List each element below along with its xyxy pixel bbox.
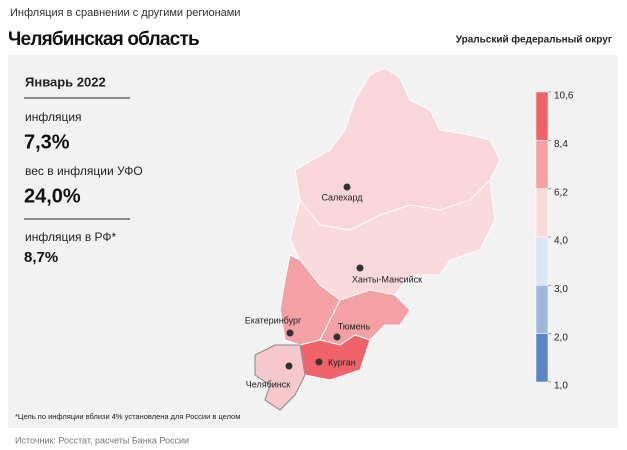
city-dot <box>286 329 294 337</box>
legend-tick-label: 1,0 <box>554 381 568 392</box>
item-label: инфляция <box>25 110 82 124</box>
legend-tick-label: 6,2 <box>554 187 568 198</box>
legend-tick-label: 2,0 <box>554 332 568 343</box>
legend-tick-label: 10,6 <box>554 91 574 102</box>
legend-band <box>535 333 549 383</box>
city-dot <box>285 362 293 370</box>
legend: 10,6 8,4 6,2 4,0 3,0 2,0 1,0 <box>535 91 574 392</box>
city-dot <box>343 183 351 191</box>
legend-tick-label: 8,4 <box>554 139 568 150</box>
item-value: 24,0% <box>24 185 81 207</box>
city-dot <box>333 333 341 341</box>
item-value: 7,3% <box>24 131 70 153</box>
item-label: вес в инфляции УФО <box>25 164 143 178</box>
legend-tick-label: 3,0 <box>554 284 568 295</box>
city-dots <box>285 183 364 370</box>
city-label: Челябинск <box>246 379 290 389</box>
city-label: Тюмень <box>338 321 371 331</box>
city-dot <box>356 264 364 272</box>
district-name: Уральский федеральный округ <box>456 34 612 46</box>
legend-band <box>535 140 549 189</box>
legend-band <box>535 236 549 286</box>
region-tyumen <box>319 289 411 346</box>
region-kurgan <box>299 334 371 381</box>
city-label: Салехард <box>321 192 363 202</box>
city-dot <box>315 358 323 366</box>
item-label: инфляция в РФ* <box>25 230 117 244</box>
source: Источник: Росстат, расчеты Банка России <box>15 435 189 445</box>
city-label: Курган <box>328 357 356 367</box>
legend-tick-label: 4,0 <box>554 236 568 247</box>
city-label: Екатеринбург <box>245 315 302 325</box>
legend-band <box>535 285 549 334</box>
city-label: Ханты-Мансийск <box>352 274 422 284</box>
city-labels: Салехард Ханты-Мансийск Екатеринбург Тюм… <box>245 192 422 389</box>
legend-band <box>535 188 549 238</box>
item-value: 8,7% <box>24 249 58 266</box>
legend-band <box>535 91 549 141</box>
region-chelyabinsk <box>254 344 306 411</box>
header-title: Инфляция в сравнении с другими регионами <box>10 7 241 19</box>
period: Январь 2022 <box>25 74 106 89</box>
region-name: Челябинская область <box>8 29 199 50</box>
footnote: *Цель по инфляции вблизи 4% установлена … <box>15 412 240 421</box>
